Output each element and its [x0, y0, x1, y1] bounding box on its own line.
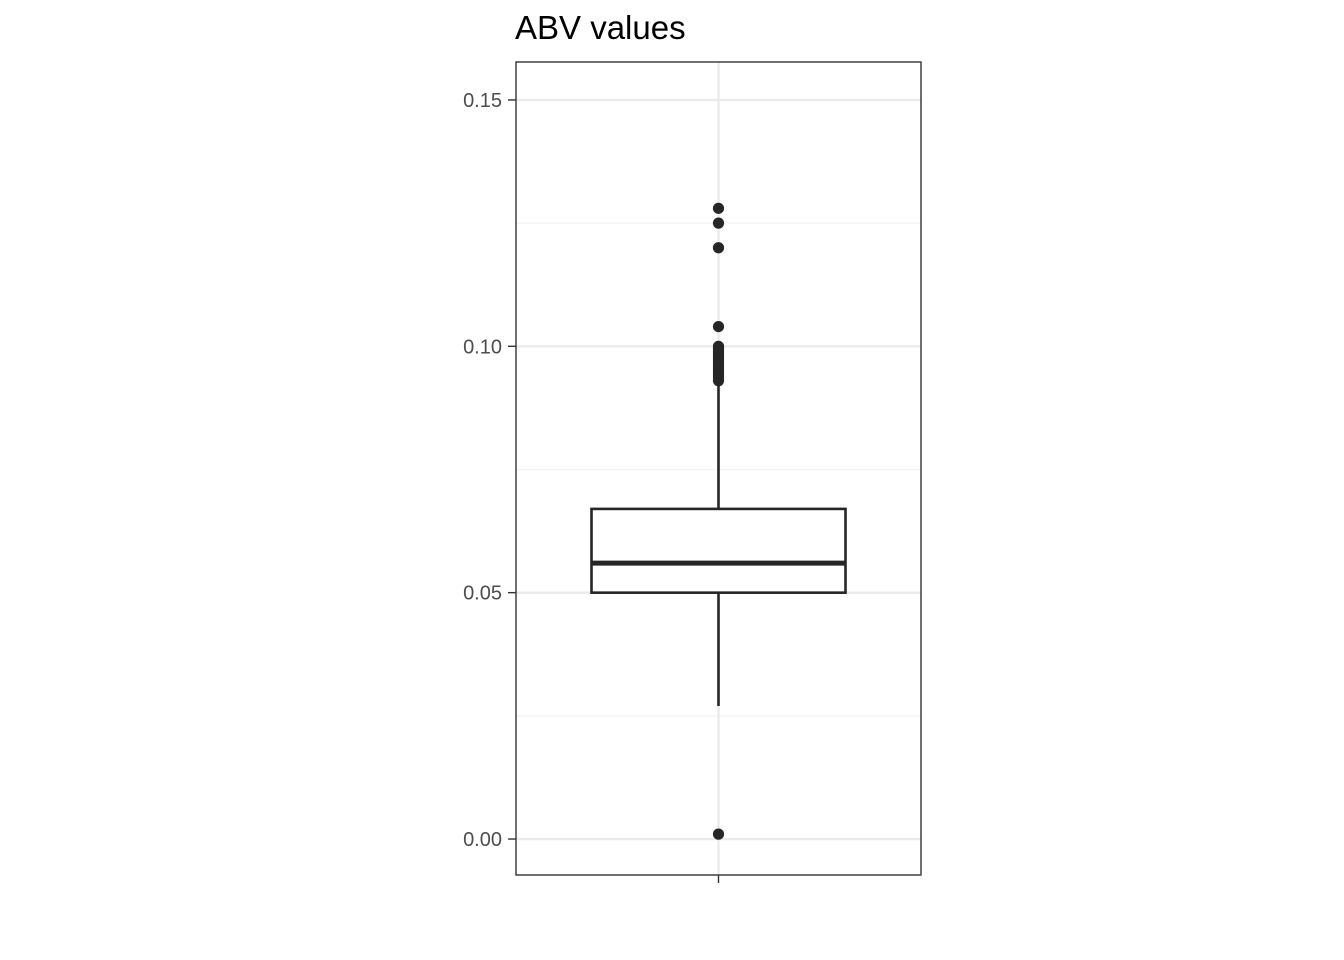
outlier-point: [712, 340, 725, 352]
outlier-point: [712, 320, 725, 333]
boxplot: [590, 385, 847, 706]
y-tick-label: 0.10: [463, 336, 502, 358]
outlier-point: [712, 202, 725, 214]
outlier-point: [712, 217, 725, 229]
chart-title: ABV values: [515, 9, 686, 46]
y-axis: 0.00 0.05 0.10 0.15: [463, 90, 516, 851]
y-tick-label: 0.05: [463, 583, 502, 605]
outlier-points: [712, 202, 725, 840]
y-tick-label: 0.00: [463, 829, 502, 851]
box-iqr: [590, 507, 847, 594]
y-tick-label: 0.15: [463, 90, 502, 112]
outlier-point: [712, 828, 725, 840]
panel-border: [515, 61, 922, 876]
outlier-point: [712, 242, 725, 254]
